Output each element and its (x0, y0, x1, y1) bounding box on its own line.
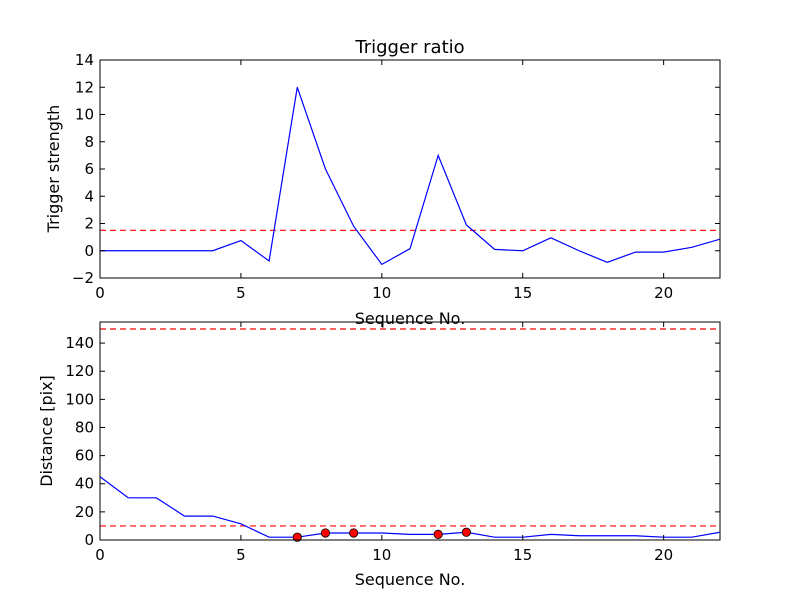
x-tick-label: 15 (513, 546, 532, 564)
data-point-marker (292, 532, 302, 542)
y-tick-label: 8 (84, 133, 94, 151)
y-tick-label: 20 (75, 503, 94, 521)
x-tick-label: 5 (236, 284, 246, 302)
distance-chart: Sequence No. Distance [pix] 0 5 10 15 20 0 20 4… (37, 321, 721, 589)
data-point-marker (461, 527, 471, 537)
series-line (100, 476, 720, 538)
x-tick-label: 10 (372, 284, 391, 302)
y-tick-label: 10 (75, 106, 94, 124)
x-tick-label: 0 (95, 284, 105, 302)
x-tick-label: 0 (95, 546, 105, 564)
x-tick-label: 5 (236, 546, 246, 564)
y-axis-label: Trigger strength (44, 105, 63, 234)
y-axis-label: Distance [pix] (37, 375, 56, 487)
y-tick-label: 6 (84, 160, 94, 178)
axes-frame (99, 321, 721, 541)
y-tick-label: 0 (84, 242, 94, 260)
y-tick-label: 140 (65, 334, 94, 352)
x-tick-label: 15 (513, 284, 532, 302)
y-tick-label: 2 (84, 215, 94, 233)
y-tick-label: 0 (84, 531, 94, 549)
y-tick-label: 100 (65, 390, 94, 408)
plot-area (100, 87, 720, 266)
plot-area (100, 328, 720, 538)
y-tick-label: 4 (84, 187, 94, 205)
x-axis-label: Sequence No. (355, 570, 466, 589)
x-tick-label: 10 (372, 546, 391, 564)
y-tick-label: 14 (75, 51, 94, 69)
trigger-ratio-chart: Trigger ratio Sequence No. Trigger stren… (44, 37, 721, 328)
series-line (100, 87, 720, 266)
x-tick-label: 20 (654, 284, 673, 302)
y-tick-label: 120 (65, 362, 94, 380)
y-tick-label: 80 (75, 418, 94, 436)
data-point-marker (349, 528, 359, 538)
y-tick-label: 40 (75, 475, 94, 493)
y-tick-label: −2 (72, 269, 94, 287)
x-tick-label: 20 (654, 546, 673, 564)
x-axis-label: Sequence No. (355, 309, 466, 328)
data-point-marker (320, 528, 331, 538)
y-tick-label: 60 (75, 447, 94, 465)
data-point-marker (433, 529, 443, 539)
chart-title: Trigger ratio (354, 37, 464, 58)
y-tick-label: 12 (75, 78, 94, 96)
